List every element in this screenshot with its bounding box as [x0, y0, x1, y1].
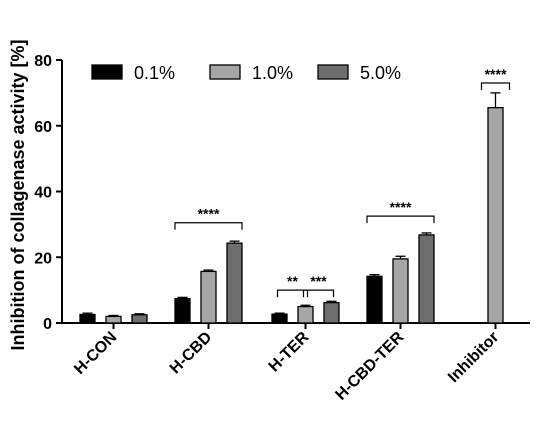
significance-bracket: [174, 222, 243, 230]
bar: [174, 298, 191, 324]
x-category-label: H-CBD-TER: [332, 328, 407, 403]
y-tick-label: 40: [34, 185, 52, 202]
y-axis-title: Inhibition of collagenase activity [%]: [8, 39, 28, 350]
axes: 0 20 40 60 80 H-CON H-CBD H-TER H-CBD-TER Inhibit…: [34, 53, 530, 404]
significance-bracket: [276, 289, 309, 298]
bar: [323, 301, 340, 324]
legend-label: 0.1%: [134, 63, 175, 83]
significance-label: ****: [390, 199, 412, 215]
bar: [79, 313, 96, 324]
significance-label: ***: [310, 273, 327, 289]
x-category-label: Inhibitor: [445, 329, 502, 386]
significance-brackets: ****** ***********: [174, 66, 511, 298]
legend-swatch: [317, 64, 349, 80]
legend-swatch: [91, 64, 123, 80]
bar: [200, 270, 217, 324]
significance-bracket: [480, 82, 511, 91]
x-category-label: H-CON: [71, 329, 120, 378]
bar: [226, 242, 243, 324]
y-tick-label: 80: [34, 53, 52, 70]
y-tick-label: 0: [43, 316, 52, 333]
bar: [366, 275, 383, 324]
legend: 0.1% 1.0% 5.0%: [91, 63, 401, 83]
bar: [487, 107, 504, 324]
legend-label: 5.0%: [360, 63, 401, 83]
significance-bracket: [366, 215, 435, 224]
bars: [79, 92, 504, 324]
y-tick-label: 20: [34, 250, 52, 267]
significance-bracket: [302, 289, 335, 298]
x-category-label: H-TER: [266, 328, 313, 375]
significance-label: ****: [485, 66, 507, 82]
bar: [271, 313, 288, 324]
significance-label: **: [287, 273, 298, 289]
bar: [392, 258, 409, 324]
significance-label: ****: [198, 206, 220, 222]
bar: [105, 315, 122, 324]
y-tick-label: 60: [34, 119, 52, 136]
legend-label: 1.0%: [252, 63, 293, 83]
legend-swatch: [209, 64, 241, 80]
bar: [131, 314, 148, 324]
x-category-label: H-CBD: [167, 329, 215, 377]
bar: [418, 234, 435, 324]
bar: [297, 305, 314, 324]
